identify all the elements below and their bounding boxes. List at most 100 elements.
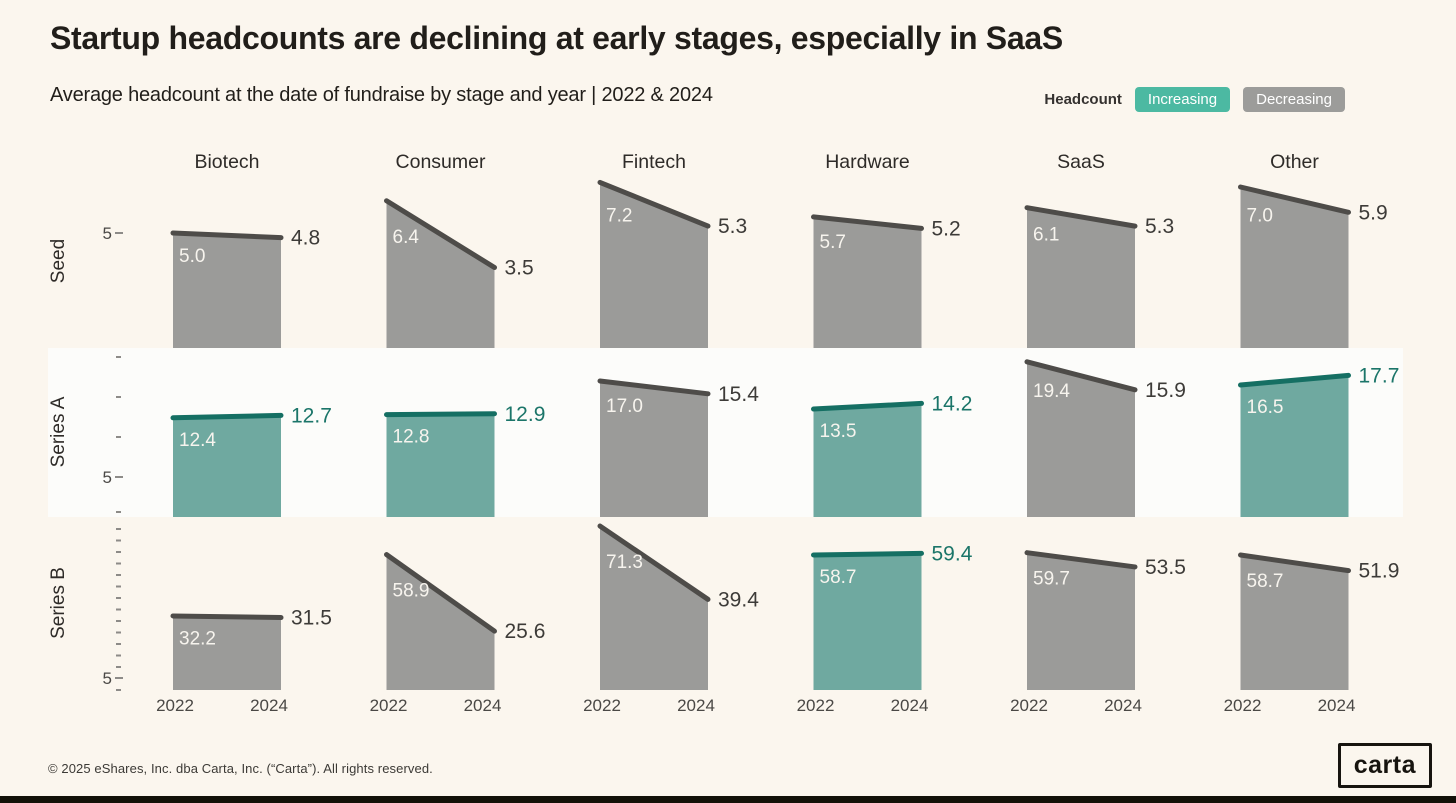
y-minor-tick — [116, 356, 121, 358]
y-minor-tick — [116, 643, 121, 645]
value-2024-label-seed-hardware: 5.2 — [932, 217, 961, 240]
x-label-2022-other: 2022 — [1224, 696, 1262, 715]
value-2024-label-series-a-consumer: 12.9 — [505, 403, 546, 426]
column-header-hardware: Hardware — [825, 151, 910, 173]
y-tick-dash — [115, 677, 123, 679]
y-minor-tick — [116, 436, 121, 438]
value-2022-label-series-b-biotech: 32.2 — [179, 628, 216, 649]
trend-line-series-b-hardware — [811, 550, 924, 558]
y-minor-tick — [116, 539, 121, 542]
x-label-2024-fintech: 2024 — [677, 696, 715, 715]
y-minor-tick — [116, 689, 121, 691]
trend-line-seed-fintech — [597, 179, 711, 229]
column-header-other: Other — [1270, 151, 1319, 173]
y-tick-dash — [115, 476, 123, 478]
y-minor-tick — [116, 511, 121, 513]
x-label-2024-biotech: 2024 — [250, 696, 288, 715]
y-minor-tick — [116, 585, 121, 588]
value-2024-label-seed-saas: 5.3 — [1145, 215, 1174, 238]
value-2022-label-series-b-fintech: 71.3 — [606, 552, 643, 573]
bottom-bar — [0, 796, 1456, 803]
value-2022-label-series-b-hardware: 58.7 — [820, 567, 857, 588]
x-label-2024-hardware: 2024 — [891, 696, 929, 715]
x-label-2022-fintech: 2022 — [583, 696, 621, 715]
area-fill-series-a-hardware — [813, 403, 922, 517]
area-fill-series-b-fintech — [600, 526, 708, 690]
value-2022-label-seed-consumer: 6.4 — [393, 227, 420, 248]
trend-line-seed-other — [1238, 184, 1351, 215]
y-tick-label: 5 — [103, 669, 112, 688]
value-2022-label-series-a-other: 16.5 — [1247, 397, 1284, 418]
subtitle: Average headcount at the date of fundrai… — [50, 84, 713, 106]
value-2022-label-seed-other: 7.0 — [1247, 205, 1273, 226]
y-minor-tick — [116, 396, 121, 398]
trend-line-series-a-consumer — [384, 411, 497, 418]
trend-line-series-a-saas — [1024, 359, 1138, 393]
value-2022-label-series-b-other: 58.7 — [1247, 571, 1284, 592]
value-2022-label-seed-biotech: 5.0 — [179, 246, 205, 267]
value-2024-label-seed-biotech: 4.8 — [291, 227, 320, 250]
value-2024-label-seed-other: 5.9 — [1359, 201, 1388, 224]
y-minor-tick — [116, 574, 121, 576]
value-2024-label-series-a-hardware: 14.2 — [932, 392, 973, 415]
area-fill-series-a-consumer — [386, 413, 495, 517]
trend-line-seed-consumer — [384, 198, 497, 270]
y-minor-tick — [116, 562, 121, 565]
area-fill-seed-hardware — [813, 216, 922, 348]
area-fill-series-b-hardware — [813, 553, 922, 690]
x-label-2024-other: 2024 — [1318, 696, 1356, 715]
trend-line-seed-saas — [1024, 205, 1138, 229]
legend-label: Headcount — [1044, 91, 1122, 108]
trend-line-series-b-saas — [1024, 550, 1138, 570]
area-fill-series-a-saas — [1027, 361, 1135, 517]
copyright: © 2025 eShares, Inc. dba Carta, Inc. (“C… — [48, 761, 433, 776]
row-label-series-b: Series B — [48, 567, 69, 639]
area-fill-series-a-other — [1240, 375, 1349, 517]
area-fill-series-b-biotech — [173, 615, 281, 690]
value-2024-label-series-b-saas: 53.5 — [1145, 556, 1186, 579]
row-label-seed: Seed — [48, 239, 69, 283]
legend-badge-decreasing: Decreasing — [1243, 87, 1345, 112]
area-fill-series-a-fintech — [600, 381, 708, 517]
trend-line-series-a-other — [1238, 372, 1351, 388]
value-2022-label-seed-hardware: 5.7 — [820, 232, 846, 253]
y-minor-tick — [116, 654, 121, 657]
trend-line-seed-hardware — [811, 214, 924, 231]
value-2022-label-series-a-consumer: 12.8 — [393, 427, 430, 448]
carta-logo: carta — [1337, 743, 1432, 788]
x-label-2024-saas: 2024 — [1104, 696, 1142, 715]
y-minor-tick — [116, 631, 121, 634]
value-2024-label-series-b-other: 51.9 — [1359, 560, 1400, 583]
y-minor-tick — [116, 666, 121, 668]
value-2022-label-series-a-biotech: 12.4 — [179, 430, 216, 451]
column-header-biotech: Biotech — [194, 151, 259, 173]
x-label-2022-consumer: 2022 — [370, 696, 408, 715]
area-fill-seed-saas — [1027, 207, 1135, 348]
area-fill-seed-biotech — [173, 233, 281, 348]
x-label-2022-saas: 2022 — [1010, 696, 1048, 715]
value-2022-label-seed-fintech: 7.2 — [606, 205, 632, 226]
row-label-series-a: Series A — [48, 396, 69, 467]
y-tick-label: 5 — [103, 468, 112, 487]
area-fill-series-b-other — [1240, 554, 1349, 690]
value-2022-label-series-a-saas: 19.4 — [1033, 381, 1070, 402]
y-minor-tick — [116, 528, 121, 530]
area-fill-series-b-saas — [1027, 552, 1135, 690]
y-minor-tick — [116, 608, 121, 611]
y-minor-tick — [116, 597, 121, 599]
value-2024-label-series-b-hardware: 59.4 — [932, 542, 973, 565]
value-2024-label-series-b-fintech: 39.4 — [718, 588, 759, 611]
trend-line-series-a-biotech — [170, 412, 284, 421]
trend-line-series-b-fintech — [597, 523, 711, 602]
trend-line-series-b-other — [1238, 552, 1351, 574]
value-2022-label-series-b-saas: 59.7 — [1033, 568, 1070, 589]
value-2022-label-seed-saas: 6.1 — [1033, 224, 1059, 245]
value-2024-label-series-a-saas: 15.9 — [1145, 379, 1186, 402]
value-2024-label-series-a-fintech: 15.4 — [718, 383, 759, 406]
x-label-2024-consumer: 2024 — [464, 696, 502, 715]
area-fill-seed-other — [1240, 187, 1349, 348]
area-fill-seed-consumer — [386, 200, 495, 348]
value-2024-label-series-b-biotech: 31.5 — [291, 607, 332, 630]
trend-line-series-b-consumer — [384, 552, 497, 634]
